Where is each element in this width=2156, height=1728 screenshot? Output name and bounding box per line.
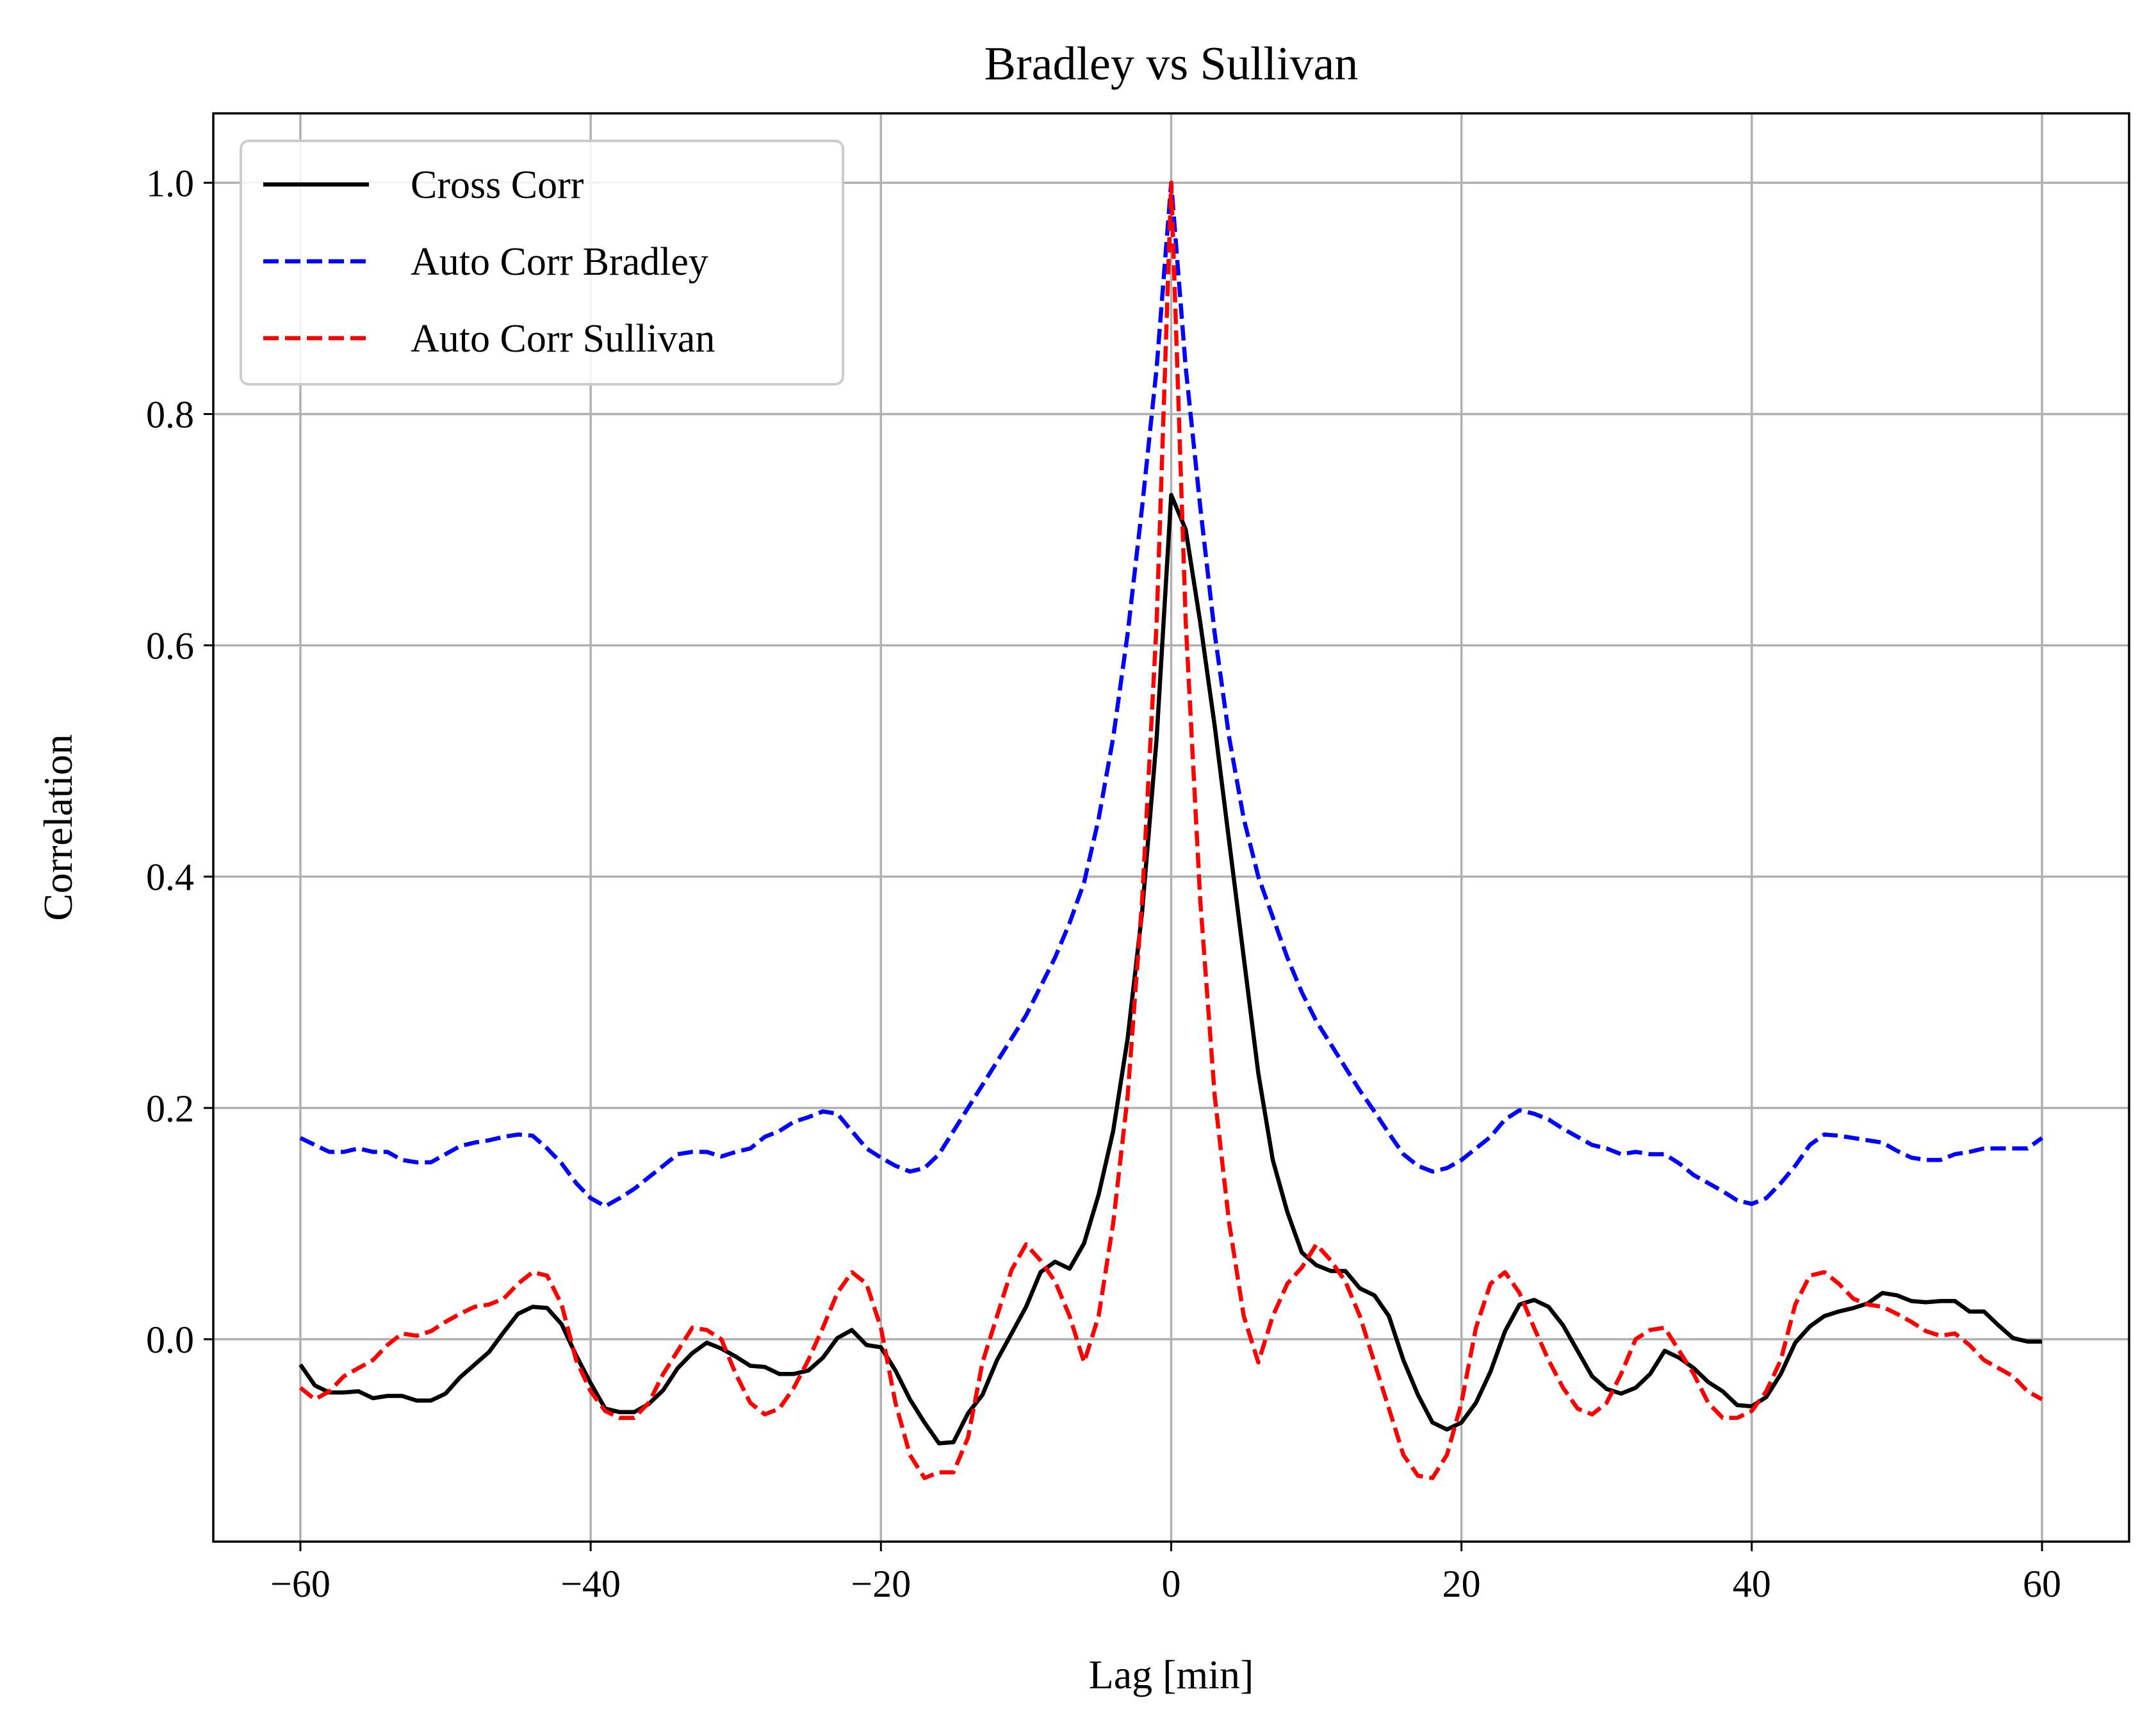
x-tick-label-4: 20 (1442, 1563, 1481, 1605)
chart-title: Bradley vs Sullivan (984, 38, 1359, 90)
legend-label-1: Auto Corr Bradley (411, 240, 708, 284)
x-axis-label: Lag [min] (1089, 1652, 1254, 1697)
y-tick-label-4: 0.8 (146, 393, 194, 436)
x-tick-label-6: 60 (2023, 1563, 2061, 1605)
y-tick-label-5: 1.0 (146, 162, 194, 204)
y-tick-label-1: 0.2 (146, 1088, 194, 1130)
x-tick-label-3: 0 (1162, 1563, 1181, 1605)
plot-series (298, 181, 2043, 1480)
y-tick-label-0: 0.0 (146, 1319, 194, 1361)
x-tick-label-2: −20 (851, 1563, 911, 1605)
legend-label-2: Auto Corr Sullivan (411, 317, 715, 361)
legend-label-0: Cross Corr (411, 163, 584, 207)
legend-box (240, 140, 844, 386)
x-tick-label-1: −40 (560, 1563, 621, 1605)
y-axis-label: Correlation (35, 734, 81, 920)
series-line-auto-corr-sullivan (298, 181, 2043, 1480)
x-tick-label-5: 40 (1733, 1563, 1771, 1605)
y-tick-label-3: 0.6 (146, 625, 194, 667)
grid (213, 113, 2129, 1542)
axis-ticks: −60 −40 −20 0 20 40 60 0.0 0.2 0.4 0.6 0.8 1.0 (146, 162, 2061, 1605)
y-tick-label-2: 0.4 (146, 856, 194, 899)
series-line-cross-corr (298, 493, 2042, 1446)
x-tick-label-0: −60 (270, 1563, 331, 1605)
legend: Cross Corr Auto Corr Bradley Auto Corr Sul… (240, 140, 844, 386)
